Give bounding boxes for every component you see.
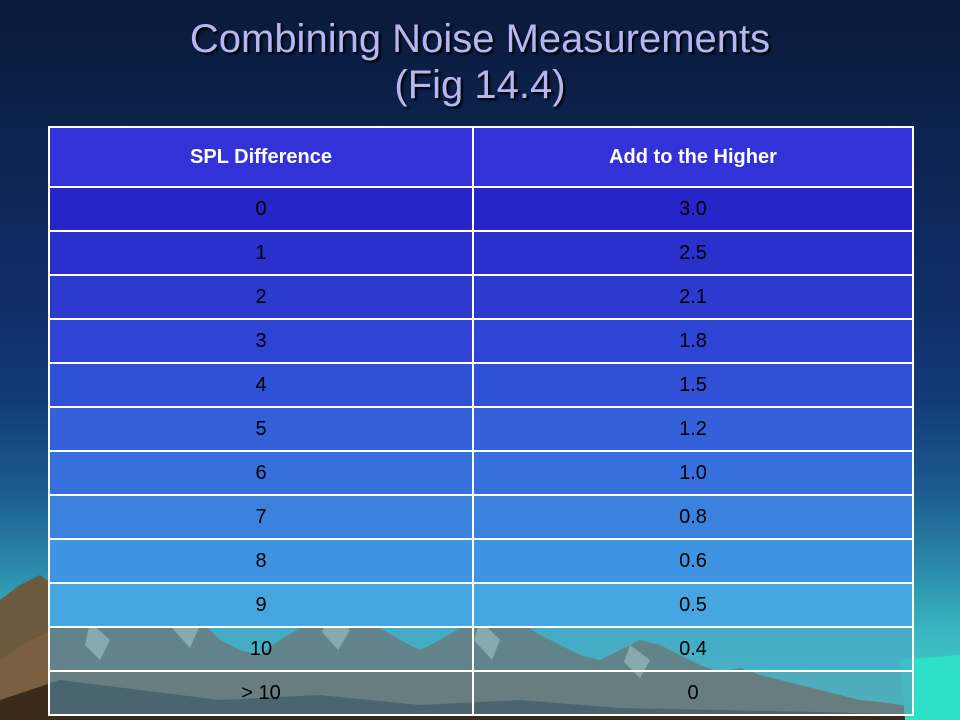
cell-spl-difference: 5 [48,406,474,452]
cell-add-to-higher: 0.5 [472,582,914,628]
cell-spl-difference: 2 [48,274,474,320]
cell-add-to-higher: 3.0 [472,186,914,232]
cell-spl-difference: 10 [48,626,474,672]
cell-add-to-higher: 0.4 [472,626,914,672]
cell-add-to-higher: 1.8 [472,318,914,364]
table-row: 7 0.8 [48,494,914,540]
title-line-2: (Fig 14.4) [394,63,566,107]
table-row: > 10 0 [48,670,914,716]
cell-spl-difference: > 10 [48,670,474,716]
cell-spl-difference: 3 [48,318,474,364]
cell-add-to-higher: 2.5 [472,230,914,276]
table-row: 1 2.5 [48,230,914,276]
cell-spl-difference: 1 [48,230,474,276]
cell-add-to-higher: 0.6 [472,538,914,584]
slide-title: Combining Noise Measurements (Fig 14.4) [0,16,960,108]
table-row: 9 0.5 [48,582,914,628]
cell-spl-difference: 9 [48,582,474,628]
table-row: 2 2.1 [48,274,914,320]
cell-add-to-higher: 0.8 [472,494,914,540]
cell-add-to-higher: 1.2 [472,406,914,452]
cell-spl-difference: 6 [48,450,474,496]
table-row: 8 0.6 [48,538,914,584]
cell-spl-difference: 4 [48,362,474,408]
title-line-1: Combining Noise Measurements [189,17,771,61]
table-row: 6 1.0 [48,450,914,496]
table-row: 3 1.8 [48,318,914,364]
table-row: 0 3.0 [48,186,914,232]
noise-table: SPL Difference Add to the Higher 0 3.0 1 2.… [48,126,914,716]
cell-spl-difference: 7 [48,494,474,540]
header-spl-difference: SPL Difference [48,126,474,188]
cell-add-to-higher: 1.0 [472,450,914,496]
cell-add-to-higher: 1.5 [472,362,914,408]
cell-spl-difference: 0 [48,186,474,232]
table-body: 0 3.0 1 2.5 2 2.1 3 1.8 4 1.5 5 1.2 6 1.0 7 0.8 8 0.6 9 0.5… [48,186,914,716]
cell-spl-difference: 8 [48,538,474,584]
header-add-to-higher: Add to the Higher [472,126,914,188]
table-header-row: SPL Difference Add to the Higher [48,126,914,188]
table-row: 5 1.2 [48,406,914,452]
table-row: 4 1.5 [48,362,914,408]
table-row: 10 0.4 [48,626,914,672]
cell-add-to-higher: 2.1 [472,274,914,320]
cell-add-to-higher: 0 [472,670,914,716]
